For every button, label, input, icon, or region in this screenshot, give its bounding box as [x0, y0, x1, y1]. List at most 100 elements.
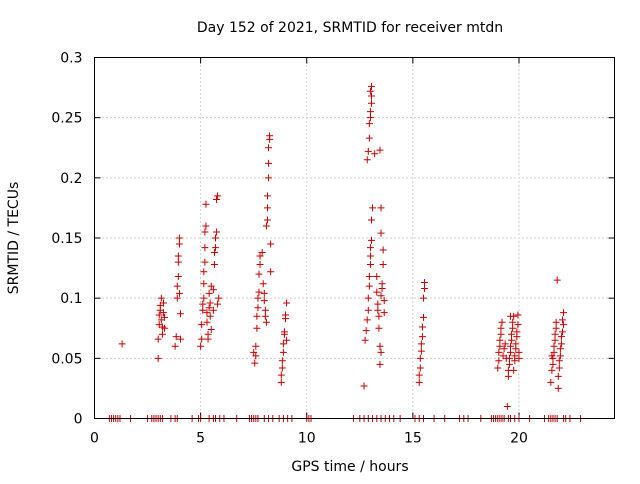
data-point	[198, 321, 206, 329]
data-point	[254, 304, 262, 312]
data-point	[509, 318, 517, 326]
data-point	[154, 354, 162, 362]
data-point	[421, 285, 429, 293]
data-point	[496, 336, 504, 344]
x-tick-label: 0	[90, 431, 99, 447]
data-point	[265, 159, 273, 167]
data-point	[175, 240, 183, 248]
data-point	[366, 260, 374, 268]
data-point	[203, 309, 211, 317]
data-point	[205, 289, 213, 297]
data-point	[366, 244, 374, 252]
data-point	[552, 324, 560, 332]
data-point	[494, 364, 502, 372]
data-point	[199, 300, 207, 308]
data-point	[202, 222, 210, 230]
data-points	[105, 82, 585, 422]
data-point	[267, 240, 275, 248]
data-point	[379, 260, 387, 268]
data-point	[159, 309, 167, 317]
data-point	[548, 366, 556, 374]
x-tick-label: 5	[196, 431, 205, 447]
data-point	[262, 222, 270, 230]
data-point	[416, 354, 424, 362]
chart-title: Day 152 of 2021, SRMTID for receiver mtd…	[197, 20, 503, 36]
data-point	[508, 330, 516, 338]
data-point	[421, 279, 429, 287]
data-point	[515, 348, 523, 356]
data-point	[278, 364, 286, 372]
data-point	[515, 354, 523, 362]
data-point	[418, 323, 426, 331]
data-point	[207, 282, 215, 290]
data-point	[556, 345, 564, 353]
data-point	[417, 347, 425, 355]
data-point	[495, 357, 503, 365]
data-point	[253, 312, 261, 320]
data-point	[205, 304, 213, 312]
data-point	[197, 342, 205, 350]
y-axis-label: SRMTID / TECUs	[6, 182, 22, 295]
data-point	[263, 216, 271, 224]
data-point	[201, 258, 209, 266]
data-point	[279, 348, 287, 356]
data-point	[260, 297, 268, 305]
data-point	[283, 336, 291, 344]
data-point	[363, 316, 371, 324]
data-point	[251, 359, 259, 367]
data-point	[500, 345, 508, 353]
data-point	[283, 299, 291, 307]
data-point	[365, 273, 373, 281]
data-point	[159, 299, 167, 307]
data-point	[265, 174, 273, 182]
data-point	[210, 260, 218, 268]
data-point	[497, 330, 505, 338]
data-point	[155, 311, 163, 319]
data-point	[556, 352, 564, 360]
y-tick-label: 0.15	[51, 231, 82, 247]
x-tick-label: 10	[298, 431, 316, 447]
data-point	[374, 306, 382, 314]
data-point	[213, 195, 221, 203]
data-point	[202, 200, 210, 208]
data-point	[366, 108, 374, 116]
data-point	[265, 144, 273, 152]
data-point	[552, 318, 560, 326]
data-point	[373, 288, 381, 296]
data-point	[375, 324, 383, 332]
data-point	[373, 273, 381, 281]
data-point	[364, 147, 372, 155]
data-point	[200, 268, 208, 276]
data-point	[512, 340, 520, 348]
data-point	[261, 306, 269, 314]
data-point	[514, 311, 522, 319]
data-point	[369, 204, 377, 212]
data-point	[507, 342, 514, 350]
data-point	[161, 313, 169, 321]
data-point	[172, 333, 180, 341]
data-point	[510, 366, 518, 374]
data-point	[557, 333, 565, 341]
data-point	[263, 192, 271, 200]
data-point	[171, 342, 179, 350]
data-point	[557, 340, 565, 348]
data-point	[498, 318, 506, 326]
data-point	[367, 92, 375, 100]
data-point	[362, 327, 370, 335]
data-point	[547, 378, 555, 386]
data-point	[376, 146, 384, 154]
y-tick-label: 0.25	[51, 111, 82, 127]
y-tick-labels: 0 0.05 0.1 0.15 0.2 0.25 0.3	[51, 51, 82, 428]
y-tick-label: 0.1	[60, 291, 82, 307]
data-point	[364, 294, 372, 302]
data-point	[213, 228, 221, 236]
data-point	[560, 309, 568, 317]
data-point	[266, 132, 274, 140]
data-point	[207, 325, 215, 333]
y-tick-label: 0.2	[60, 171, 82, 187]
data-point	[559, 328, 566, 336]
data-point	[199, 306, 207, 314]
data-point	[262, 318, 270, 326]
data-point	[364, 306, 372, 314]
